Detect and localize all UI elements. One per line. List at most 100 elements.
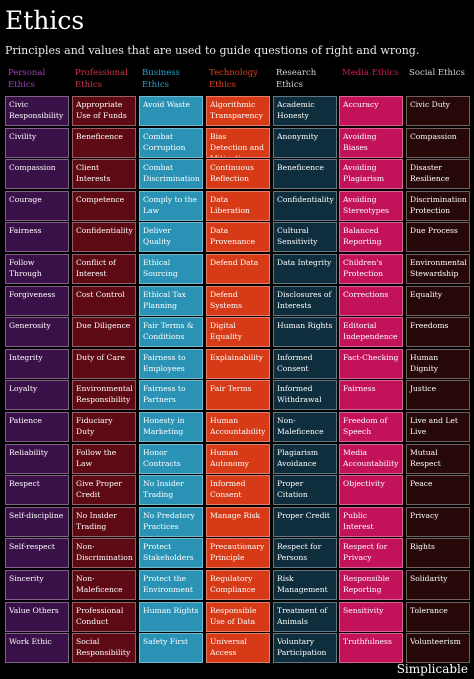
ethics-cell: Give Proper Credit [72, 475, 136, 506]
ethics-cell: Algorithmic Transparency [206, 96, 270, 126]
ethics-cell: Beneficence [273, 159, 337, 190]
ethics-cell: Civility [5, 127, 69, 158]
column: Social Ethics Civic Duty Compassion Disaste… [406, 66, 470, 664]
ethics-cell: Avoiding Plagiarism [339, 159, 403, 190]
column-header: Research Ethics [276, 68, 317, 90]
ethics-cell: Avoiding Stereotypes [339, 190, 403, 221]
ethics-cell: Objectivity [339, 475, 403, 506]
ethics-cell: Non-Maleficence [273, 412, 337, 442]
ethics-cell: Respect for Privacy [339, 538, 403, 569]
ethics-cell: Solidarity [406, 570, 470, 600]
ethics-cell: Data Integrity [273, 254, 337, 284]
ethics-cell: Protect Stakeholders [139, 538, 203, 569]
ethics-cell: Duty of Care [72, 348, 136, 379]
ethics-cell: Fact-Checking [339, 348, 403, 379]
ethics-cell: Avoid Waste [139, 96, 203, 126]
ethics-cell: Deliver Quality [139, 222, 203, 253]
ethics-cell: Justice [406, 380, 470, 411]
ethics-cell: Environmental Stewardship [406, 254, 470, 284]
ethics-cell: Plagiarism Avoidance [273, 443, 337, 474]
ethics-cell: Human Rights [273, 317, 337, 348]
column-header: Technology Ethics [209, 68, 258, 90]
ethics-cell: Rights [406, 538, 470, 569]
ethics-cell: Data Provenance [206, 222, 270, 253]
ethics-cell: Appropriate Use of Funds [72, 96, 136, 126]
ethics-cell: Human Rights [139, 601, 203, 632]
ethics-cell: Integrity [5, 348, 69, 379]
ethics-cell: Non-Discrimination [72, 538, 136, 569]
ethics-cell: Non-Maleficence [72, 570, 136, 600]
ethics-cell: Manage Risk [206, 506, 270, 537]
ethics-cell: Freedom of Speech [339, 412, 403, 442]
ethics-cell: Human Accountability [206, 412, 270, 442]
ethics-cell: Cultural Sensitivity [273, 222, 337, 253]
ethics-cell: Sensitivity [339, 601, 403, 632]
column: Media Ethics Accuracy Avoiding Biases Avoid… [339, 66, 403, 664]
ethics-cell: Balanced Reporting [339, 222, 403, 253]
ethics-cell: Respect for Persons [273, 538, 337, 569]
ethics-cell: Proper Credit [273, 506, 337, 537]
ethics-cell: Tolerance [406, 601, 470, 632]
ethics-cell: Corrections [339, 285, 403, 316]
ethics-cell: Ethical Sourcing [139, 254, 203, 284]
page-subtitle: Principles and values that are used to g… [5, 44, 420, 57]
ethics-cell: Defend Data [206, 254, 270, 284]
ethics-cell: Mutual Respect [406, 443, 470, 474]
ethics-cell: Regulatory Compliance [206, 570, 270, 600]
ethics-cell: Fairness to Partners [139, 380, 203, 411]
ethics-cell: Fairness to Employees [139, 348, 203, 379]
ethics-cell: Confidentiality [273, 190, 337, 221]
ethics-cell: Peace [406, 475, 470, 506]
ethics-cell: Data Liberation [206, 190, 270, 221]
ethics-cell: Due Diligence [72, 317, 136, 348]
ethics-cell: Fairness [339, 380, 403, 411]
ethics-cell: Beneficence [72, 127, 136, 158]
ethics-cell: Disaster Resilience [406, 159, 470, 190]
ethics-cell: Disclosures of Interests [273, 285, 337, 316]
ethics-cell: Truthfulness [339, 633, 403, 664]
ethics-cell: Patience [5, 412, 69, 442]
column-header: Professional Ethics [75, 68, 128, 90]
column-header: Social Ethics [409, 68, 465, 78]
ethics-cell: Compassion [5, 159, 69, 190]
ethics-cell: Follow Through [5, 254, 69, 284]
ethics-cell: Cost Control [72, 285, 136, 316]
column: Business Ethics Avoid Waste Combat Corrupt… [139, 66, 203, 664]
page-title: Ethics [5, 6, 85, 35]
ethics-cell: Informed Withdrawal [273, 380, 337, 411]
brand-label: Simplicable [396, 662, 468, 676]
ethics-cell: Human Autonomy [206, 443, 270, 474]
ethics-cell: Fairness [5, 222, 69, 253]
ethics-cell: Professional Conduct [72, 601, 136, 632]
ethics-cell: Proper Citation [273, 475, 337, 506]
ethics-cell: Self-discipline [5, 506, 69, 537]
ethics-cell: Media Accountability [339, 443, 403, 474]
ethics-cell: Sincerity [5, 570, 69, 600]
ethics-cell: Honesty in Marketing [139, 412, 203, 442]
column-header: Business Ethics [142, 68, 181, 90]
ethics-cell: Courage [5, 190, 69, 221]
ethics-cell: Accuracy [339, 96, 403, 126]
ethics-cell: Voluntary Participation [273, 633, 337, 664]
ethics-cell: Combat Corruption [139, 127, 203, 158]
ethics-cell: Volunteerism [406, 633, 470, 664]
ethics-cell: Continuous Reflection [206, 159, 270, 190]
ethics-cell: Anonymity [273, 127, 337, 158]
ethics-cell: Social Responsibility [72, 633, 136, 664]
ethics-cell: Treatment of Animals [273, 601, 337, 632]
ethics-cell: Respect [5, 475, 69, 506]
ethics-cell: No Insider Trading [139, 475, 203, 506]
ethics-cell: Privacy [406, 506, 470, 537]
column-header: Personal Ethics [8, 68, 46, 90]
ethics-cell: Discrimination Protection [406, 190, 470, 221]
ethics-cell: Equality [406, 285, 470, 316]
ethics-cell: Editorial Independence [339, 317, 403, 348]
column-header: Media Ethics [342, 68, 399, 78]
ethics-cell: Competence [72, 190, 136, 221]
ethics-cell: Civic Responsibility [5, 96, 69, 126]
ethics-cell: Responsible Use of Data [206, 601, 270, 632]
ethics-cell: Digital Equality [206, 317, 270, 348]
ethics-cell: Safety First [139, 633, 203, 664]
ethics-cell: Due Process [406, 222, 470, 253]
ethics-cell: Universal Access [206, 633, 270, 664]
